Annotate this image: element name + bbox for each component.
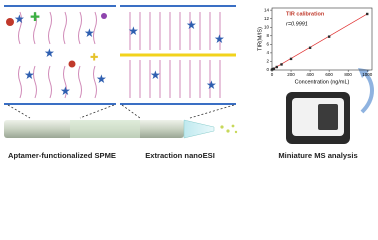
plot-frame bbox=[271, 7, 373, 71]
cycle-arrow bbox=[360, 70, 374, 114]
y-tick-label: 14 bbox=[264, 7, 270, 12]
y-tick-label: 6 bbox=[266, 42, 269, 47]
chart-title: TIR calibration bbox=[286, 11, 325, 17]
fit-line bbox=[271, 13, 368, 70]
point bbox=[308, 46, 312, 49]
x-tick-label: 400 bbox=[306, 72, 314, 77]
svg-text:★: ★ bbox=[186, 18, 197, 32]
svg-text:★: ★ bbox=[214, 32, 225, 46]
x-tick-label: 800 bbox=[344, 72, 352, 77]
y-tick-label: 8 bbox=[266, 33, 269, 38]
point bbox=[280, 63, 283, 66]
point bbox=[289, 57, 293, 61]
svg-text:★: ★ bbox=[96, 72, 107, 86]
annotation: r=0.9991 bbox=[286, 21, 308, 27]
panel-nanoesi: ★ ★ ★ ★ ★ bbox=[120, 5, 236, 105]
svg-text:★: ★ bbox=[128, 24, 139, 38]
svg-text:★: ★ bbox=[44, 46, 55, 60]
graphic: ★ ★ ★ ★ ★ ★ ✚ ✚ ★ ★ ★ ★ ★ Aptamer-functionalized S… bbox=[4, 5, 374, 160]
x-tick-label: 0 bbox=[271, 72, 274, 77]
x-tick-label: 200 bbox=[287, 72, 295, 77]
point bbox=[272, 67, 276, 70]
svg-text:★: ★ bbox=[206, 78, 217, 92]
svg-text:✚: ✚ bbox=[30, 10, 40, 24]
label: Extraction nanoESI bbox=[145, 151, 215, 160]
svg-text:✚: ✚ bbox=[90, 53, 98, 64]
svg-text:★: ★ bbox=[150, 68, 161, 82]
panel-spme: ★ ★ ★ ★ ★ ★ ✚ ✚ bbox=[4, 5, 116, 105]
point bbox=[275, 65, 278, 69]
svg-text:★: ★ bbox=[84, 26, 95, 40]
fiber bbox=[4, 119, 238, 139]
x-tick-label: 600 bbox=[325, 72, 333, 77]
y-tick-label: 10 bbox=[264, 24, 270, 29]
svg-text:★: ★ bbox=[14, 12, 25, 26]
y-tick-label: 4 bbox=[266, 50, 269, 55]
y-axis-label: TIR(M/IS) bbox=[257, 27, 263, 51]
y-tick-label: 2 bbox=[266, 59, 269, 64]
y-tick-label: 0 bbox=[266, 67, 269, 72]
label: Miniature MS analysis bbox=[278, 151, 357, 160]
x-tick-label: 1000 bbox=[362, 72, 373, 77]
point bbox=[327, 35, 331, 38]
y-tick-label: 12 bbox=[264, 16, 270, 21]
point bbox=[366, 12, 369, 16]
arrows bbox=[7, 104, 235, 119]
calibration-chart: 0 200 400 600 800 1000 0 2 4 6 8 10 12 14 Concentratio… bbox=[257, 7, 372, 85]
svg-text:★: ★ bbox=[24, 68, 35, 82]
ms-device bbox=[286, 92, 350, 144]
label: Aptamer-functionalized SPME bbox=[8, 151, 116, 160]
x-axis-label: Concentration (ng/mL) bbox=[295, 79, 350, 85]
svg-text:★: ★ bbox=[60, 84, 71, 98]
